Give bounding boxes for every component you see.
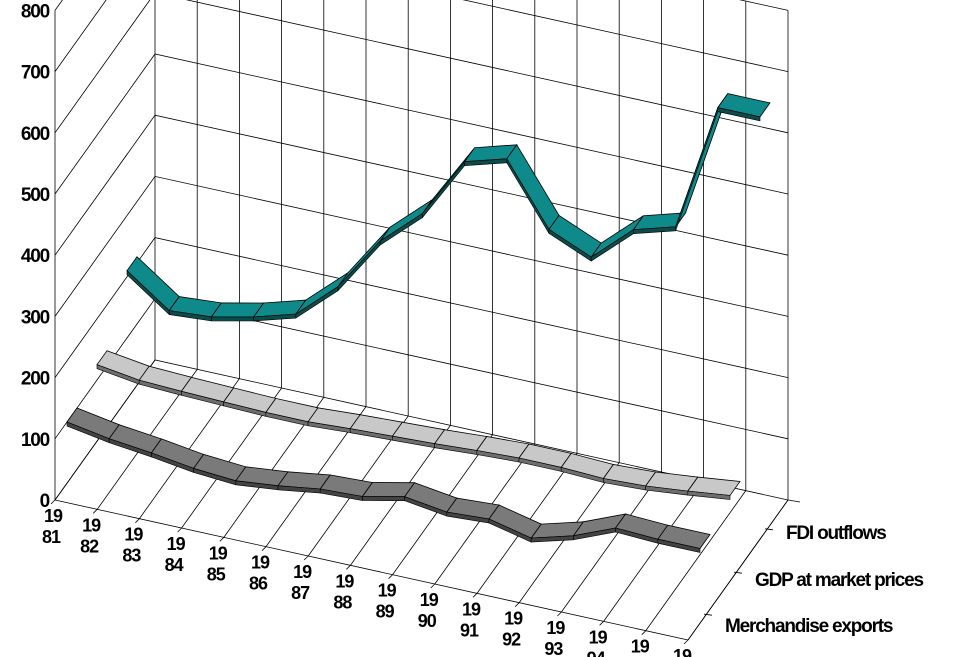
y-axis: 0 100 200 300 400 500 600 700 800 bbox=[21, 1, 51, 512]
chart-series bbox=[66, 93, 771, 553]
y-tick-label: 400 bbox=[21, 246, 50, 267]
series-label: FDI outflows bbox=[786, 523, 886, 544]
x-tick-label: 19 bbox=[589, 627, 608, 647]
gridline-h bbox=[54, 298, 789, 440]
ribbon-segment bbox=[337, 226, 391, 287]
x-tick-label: 19 bbox=[546, 618, 565, 638]
ribbon-edge bbox=[657, 538, 701, 553]
chart-gridlines bbox=[54, 0, 789, 501]
x-tick-label: 19 bbox=[673, 646, 692, 657]
x-tick-label: 87 bbox=[291, 583, 310, 603]
x-tick-label: 19 bbox=[504, 609, 523, 629]
x-tick-label: 89 bbox=[376, 602, 395, 622]
x-tick-label: 90 bbox=[418, 611, 437, 631]
x-tick-label: 82 bbox=[80, 536, 99, 556]
x-tick-label: 19 bbox=[167, 534, 186, 554]
depth-tick bbox=[764, 528, 774, 531]
ribbon-edge bbox=[379, 213, 423, 246]
x-tick-label: 19 bbox=[44, 506, 63, 526]
x-tick-label: 19 bbox=[462, 599, 481, 619]
y-tick-label: 700 bbox=[21, 63, 50, 84]
x-tick bbox=[50, 499, 56, 505]
x-tick-label: 19 bbox=[82, 515, 101, 535]
depth-axis-line bbox=[687, 499, 789, 641]
ribbon-edge bbox=[337, 240, 381, 292]
x-tick bbox=[135, 518, 140, 523]
y-tick-label: 800 bbox=[21, 1, 50, 22]
x-tick-label: 19 bbox=[209, 543, 228, 563]
x-axis-line bbox=[54, 499, 689, 641]
ribbon-segment bbox=[126, 256, 180, 312]
x-tick-label: 19 bbox=[420, 590, 439, 610]
x-tick bbox=[219, 537, 225, 542]
depth-axis-tick bbox=[787, 499, 801, 503]
ribbon-segment bbox=[295, 272, 349, 315]
x-tick-label: 19 bbox=[293, 562, 312, 582]
x-tick bbox=[177, 527, 182, 533]
series-label: GDP at market prices bbox=[755, 570, 923, 591]
x-tick-label: 81 bbox=[42, 527, 61, 547]
y-tick-label: 200 bbox=[21, 369, 50, 390]
gridline-h bbox=[54, 53, 789, 195]
ribbon-edge bbox=[687, 490, 731, 500]
x-tick-label: 19 bbox=[335, 571, 354, 591]
gridline-h bbox=[54, 0, 789, 11]
x-tick bbox=[641, 630, 647, 635]
series-gdp-at-market-prices bbox=[96, 350, 741, 500]
ribbon-edge bbox=[362, 496, 405, 502]
y-tick-label: 600 bbox=[21, 124, 50, 145]
x-tick bbox=[557, 611, 562, 617]
x-tick bbox=[303, 555, 309, 561]
x-tick-label: 88 bbox=[333, 592, 352, 612]
x-tick bbox=[514, 602, 520, 607]
ribbon-segment bbox=[379, 199, 433, 242]
x-tick bbox=[683, 639, 689, 645]
gridline-h bbox=[54, 114, 789, 256]
x-tick-label: 19 bbox=[378, 581, 397, 601]
series-fdi-outflows bbox=[126, 93, 771, 322]
floor-line bbox=[561, 471, 662, 613]
ribbon-segment bbox=[506, 144, 560, 231]
gridline-h bbox=[54, 0, 789, 72]
x-tick bbox=[346, 565, 351, 570]
x-tick bbox=[472, 593, 478, 598]
x-tick-label: 19 bbox=[251, 553, 270, 573]
x-tick bbox=[388, 574, 393, 579]
series-merchandise-exports bbox=[66, 407, 711, 553]
ribbon-edge bbox=[675, 107, 719, 231]
x-axis: 1981198219831984198519861987198819891990… bbox=[42, 506, 693, 657]
depth-tick bbox=[733, 571, 743, 574]
x-tick bbox=[599, 621, 604, 626]
x-tick-label: 91 bbox=[460, 620, 479, 640]
ribbon-edge bbox=[211, 316, 254, 322]
ribbon-edge bbox=[717, 107, 761, 122]
x-tick-label: 83 bbox=[122, 546, 141, 566]
ribbon-edge bbox=[422, 160, 465, 219]
x-tick-label: 94 bbox=[587, 648, 606, 657]
x-tick-label: 93 bbox=[544, 639, 563, 657]
x-tick bbox=[92, 509, 98, 514]
y-tick-label: 300 bbox=[21, 307, 50, 328]
x-tick-label: 86 bbox=[249, 574, 268, 594]
x-tick-label: 85 bbox=[207, 564, 226, 584]
depth-axis: FDI outflows GDP at market prices Merchand… bbox=[703, 523, 925, 637]
x-tick-label: 92 bbox=[502, 630, 521, 650]
series-label: Merchandise exports bbox=[725, 616, 893, 637]
y-tick-label: 0 bbox=[40, 491, 50, 512]
y-tick-label: 500 bbox=[21, 185, 50, 206]
depth-tick bbox=[703, 613, 713, 616]
x-tick-label: 19 bbox=[124, 525, 143, 545]
x-tick-label: 19 bbox=[631, 637, 650, 657]
x-tick bbox=[261, 546, 267, 551]
floor-line bbox=[645, 490, 747, 631]
floor-line bbox=[603, 481, 704, 622]
y-tick-label: 100 bbox=[21, 430, 50, 451]
ribbon-segment bbox=[590, 215, 644, 258]
x-tick-label: 84 bbox=[165, 555, 184, 575]
x-tick bbox=[430, 583, 436, 589]
